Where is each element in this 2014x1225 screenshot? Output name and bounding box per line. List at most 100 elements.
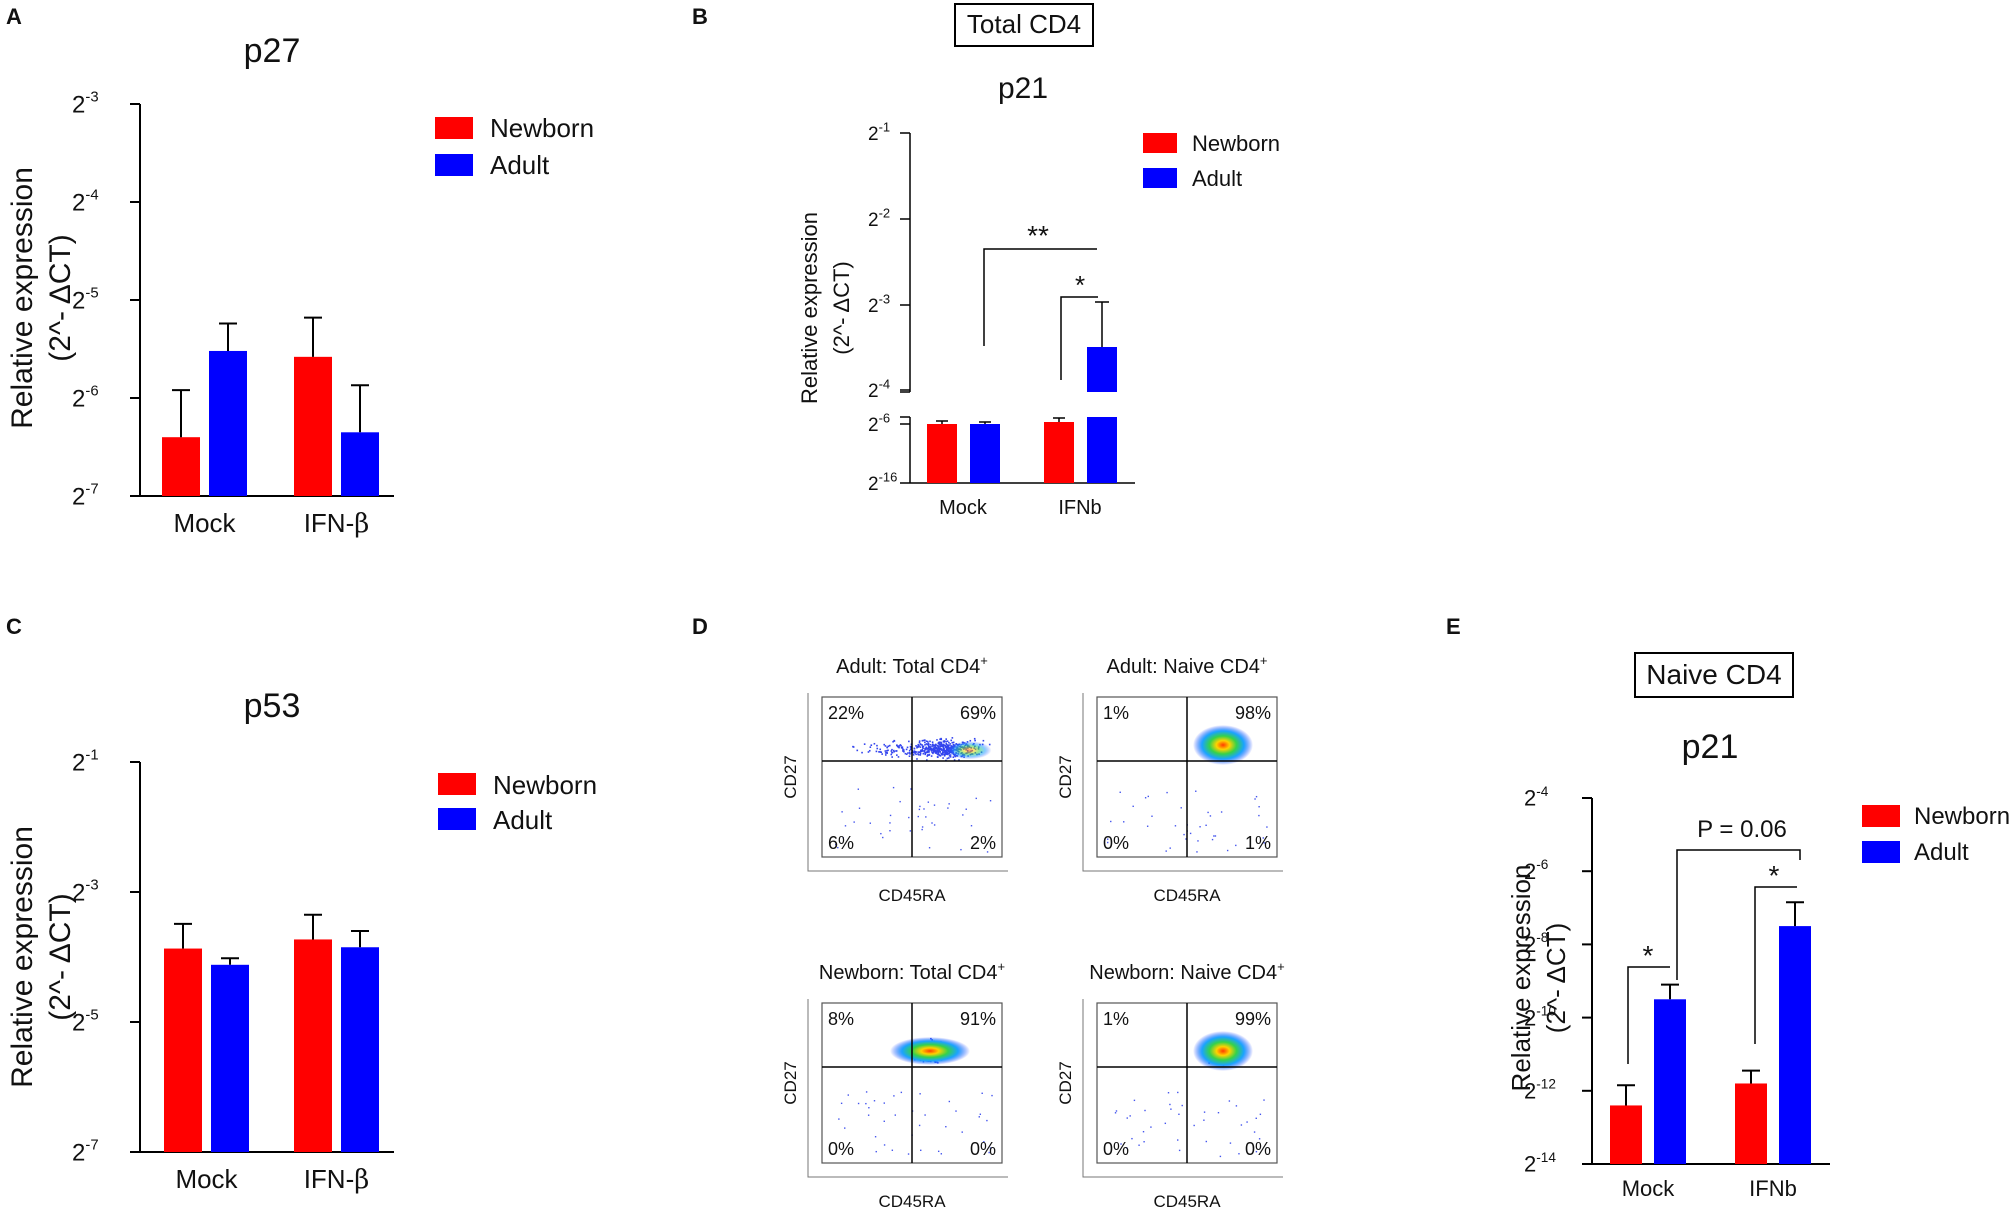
event-dot (880, 751, 883, 754)
event-dot (942, 748, 945, 751)
event-dot (896, 754, 898, 756)
event-dot (852, 745, 854, 748)
bar-b-mock-adult (970, 424, 1000, 483)
density-hotspot (890, 1037, 970, 1065)
event-dot (1167, 1092, 1170, 1094)
event-dot (847, 1094, 849, 1096)
density-hotspot (1193, 1031, 1253, 1071)
event-dot (874, 1136, 877, 1138)
event-dot (869, 822, 872, 824)
event-dot (924, 753, 927, 756)
event-dot (940, 1153, 943, 1155)
error-bar (1742, 1069, 1760, 1084)
event-dot (1255, 1150, 1258, 1153)
event-dot (1238, 1153, 1240, 1155)
event-dot (1165, 850, 1167, 852)
chart-b-legend: Newborn Adult (1143, 131, 1280, 191)
event-dot (900, 1091, 903, 1094)
event-dot (1258, 814, 1260, 817)
quadrant-ll: 0% (828, 1139, 854, 1159)
event-dot (878, 751, 880, 753)
chart-b-sig-ifnb: * (1060, 270, 1098, 380)
event-dot (1207, 811, 1209, 814)
chart-c-p53: p53 Relative expression (2^- ΔCT) 2-1 2-3… (6, 687, 597, 1195)
ytick-label: 2-1 (868, 119, 890, 145)
event-dot (1178, 1149, 1181, 1152)
event-dot (991, 1094, 993, 1097)
panel-label-c: C (6, 614, 22, 639)
chart-xticks: Mock IFNb (1622, 1176, 1797, 1201)
event-dot (883, 1120, 885, 1122)
legend-label-adult: Adult (1192, 166, 1242, 191)
event-dot (893, 1095, 895, 1097)
event-dot (922, 752, 925, 755)
event-dot (924, 739, 926, 741)
event-dot (919, 752, 922, 755)
event-dot (924, 741, 926, 744)
event-dot (935, 747, 938, 749)
quadrant-ll: 0% (1103, 833, 1129, 853)
chart-b-ylabel-line2: (2^- ΔCT) (829, 261, 854, 354)
event-dot (927, 750, 929, 753)
chart-c-ylabel-line1: Relative expression (6, 826, 39, 1088)
chart-b-sig-mock-vs-ifnb: ** (983, 220, 1097, 346)
event-dot (974, 739, 976, 742)
event-dot (929, 740, 931, 743)
event-dot (904, 752, 907, 755)
event-dot (909, 753, 911, 755)
event-dot (942, 757, 944, 759)
xtick-label: IFN-β (304, 508, 370, 539)
event-dot (923, 808, 925, 810)
event-dot (837, 846, 839, 849)
chart-e-sig-mock-star: * (1643, 940, 1654, 971)
xtick-label: Mock (175, 1164, 238, 1194)
event-dot (1114, 1112, 1117, 1114)
event-dot (865, 1102, 867, 1105)
error-bar (304, 316, 322, 357)
legend-label-newborn: Newborn (1914, 803, 2010, 830)
event-dot (1143, 1141, 1145, 1143)
event-dot (903, 750, 905, 753)
event-dot (899, 800, 901, 803)
event-dot (876, 744, 878, 747)
chart-a-ylabel-line2: (2^- ΔCT) (44, 234, 77, 361)
event-dot (888, 744, 891, 747)
event-dot (884, 752, 887, 754)
event-dot (921, 748, 924, 751)
event-dot (945, 742, 948, 745)
event-dot (920, 749, 922, 752)
event-dot (1193, 1124, 1195, 1127)
legend-swatch-adult (438, 808, 476, 830)
quadrant-ll: 0% (1103, 1139, 1129, 1159)
event-dot (908, 749, 911, 752)
event-dot (1263, 1099, 1265, 1101)
event-dot (945, 753, 948, 755)
event-dot (927, 749, 930, 752)
event-dot (894, 1114, 896, 1116)
event-dot (890, 753, 893, 756)
event-dot (857, 1102, 860, 1105)
legend-label-newborn: Newborn (493, 770, 597, 800)
event-dot (945, 743, 948, 746)
event-dot (923, 750, 926, 753)
ytick-label: 2-16 (868, 469, 897, 495)
ytick-label: 2-3 (868, 291, 890, 317)
quadrant-ur: 98% (1235, 703, 1271, 723)
event-dot (973, 737, 976, 740)
event-dot (936, 744, 939, 747)
event-dot (917, 743, 920, 746)
event-dot (1170, 1108, 1172, 1110)
chart-xticks: Mock IFN-β (175, 1164, 369, 1195)
event-dot (982, 739, 985, 742)
error-bar (221, 957, 239, 965)
event-dot (1126, 1147, 1128, 1149)
event-dot (921, 750, 923, 753)
event-dot (883, 1144, 886, 1146)
event-dot (918, 1124, 921, 1127)
legend-label-adult: Adult (1914, 839, 1969, 866)
event-dot (937, 1150, 940, 1153)
event-dot (947, 807, 949, 809)
event-dot (939, 755, 942, 757)
event-dot (921, 739, 924, 742)
event-dot (895, 750, 897, 752)
